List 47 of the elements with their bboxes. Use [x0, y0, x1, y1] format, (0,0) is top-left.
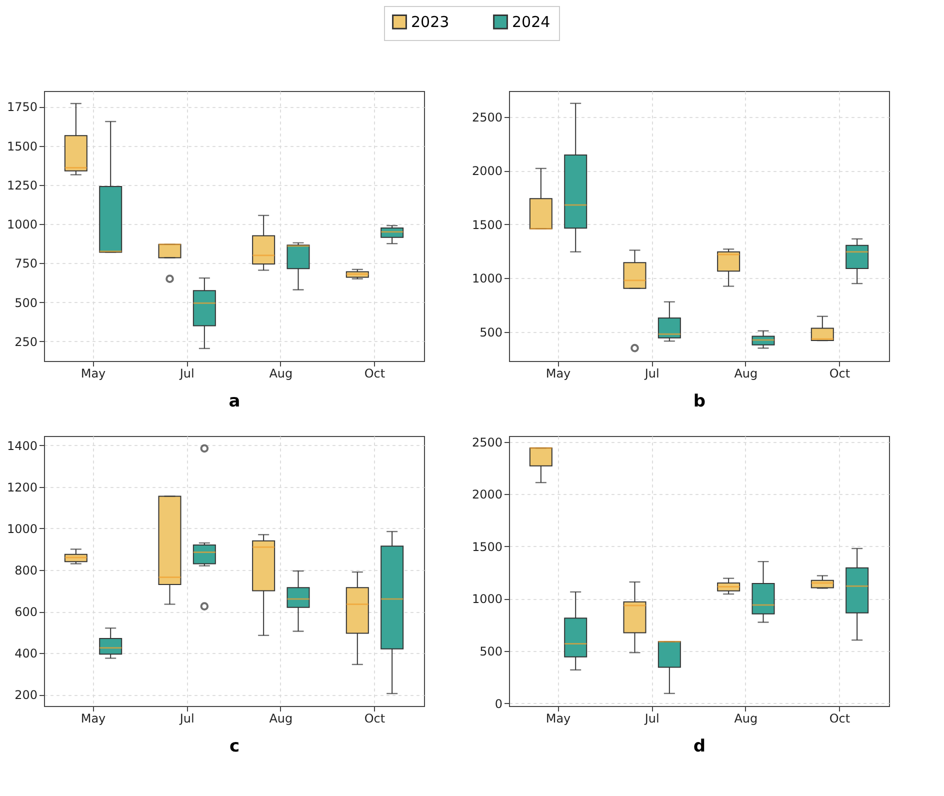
y-tick-label: 500: [480, 325, 502, 340]
x-tick-label: Aug: [734, 366, 758, 380]
y-tick-label: 1000: [472, 592, 502, 606]
x-tick-label: Jul: [644, 366, 660, 380]
x-tick-label: Aug: [269, 712, 293, 726]
x-axis-title: c: [229, 736, 240, 756]
x-tick-label: Jul: [644, 712, 660, 726]
y-tick-label: 1500: [6, 139, 38, 154]
y-tick-label: 1750: [6, 100, 38, 114]
y-tick-label: 750: [14, 256, 38, 271]
x-tick-label: May: [80, 712, 106, 726]
y-tick-label: 2500: [472, 110, 502, 124]
y-tick-label: 0: [494, 696, 502, 711]
legend-label: 2023: [411, 12, 450, 31]
y-tick-label: 400: [14, 646, 38, 661]
x-tick-label: Jul: [178, 712, 194, 726]
x-tick-label: Oct: [829, 712, 850, 726]
y-tick-label: 2500: [472, 435, 502, 450]
x-tick-label: Aug: [734, 712, 758, 726]
y-tick-label: 500: [480, 644, 502, 659]
x-axis-title: b: [693, 392, 706, 412]
y-tick-label: 500: [14, 296, 38, 310]
y-tick-label: 2000: [472, 164, 502, 178]
x-tick-label: Jul: [178, 366, 194, 380]
y-tick-label: 1500: [472, 540, 502, 554]
y-tick-label: 1400: [6, 438, 38, 453]
y-tick-label: 200: [14, 688, 38, 702]
x-tick-label: Oct: [829, 366, 850, 380]
x-axis-title: d: [693, 736, 706, 756]
x-axis-title: a: [228, 392, 240, 412]
y-tick-label: 1000: [6, 218, 38, 232]
x-tick-label: Oct: [364, 712, 386, 726]
x-tick-label: May: [546, 712, 571, 726]
y-tick-label: 1200: [6, 480, 38, 494]
y-tick-label: 250: [14, 334, 38, 349]
y-tick-label: 1250: [6, 178, 38, 192]
y-tick-label: 2000: [472, 488, 502, 502]
x-tick-label: May: [80, 366, 106, 380]
y-tick-label: 1000: [6, 522, 38, 536]
x-tick-label: Oct: [364, 366, 386, 380]
y-tick-label: 1000: [472, 272, 502, 286]
y-tick-label: 1500: [472, 218, 502, 232]
y-tick-label: 600: [14, 605, 38, 619]
legend-label: 2024: [512, 12, 550, 31]
x-tick-label: Aug: [269, 366, 293, 380]
y-tick-label: 800: [14, 563, 38, 578]
x-tick-label: May: [546, 366, 571, 380]
